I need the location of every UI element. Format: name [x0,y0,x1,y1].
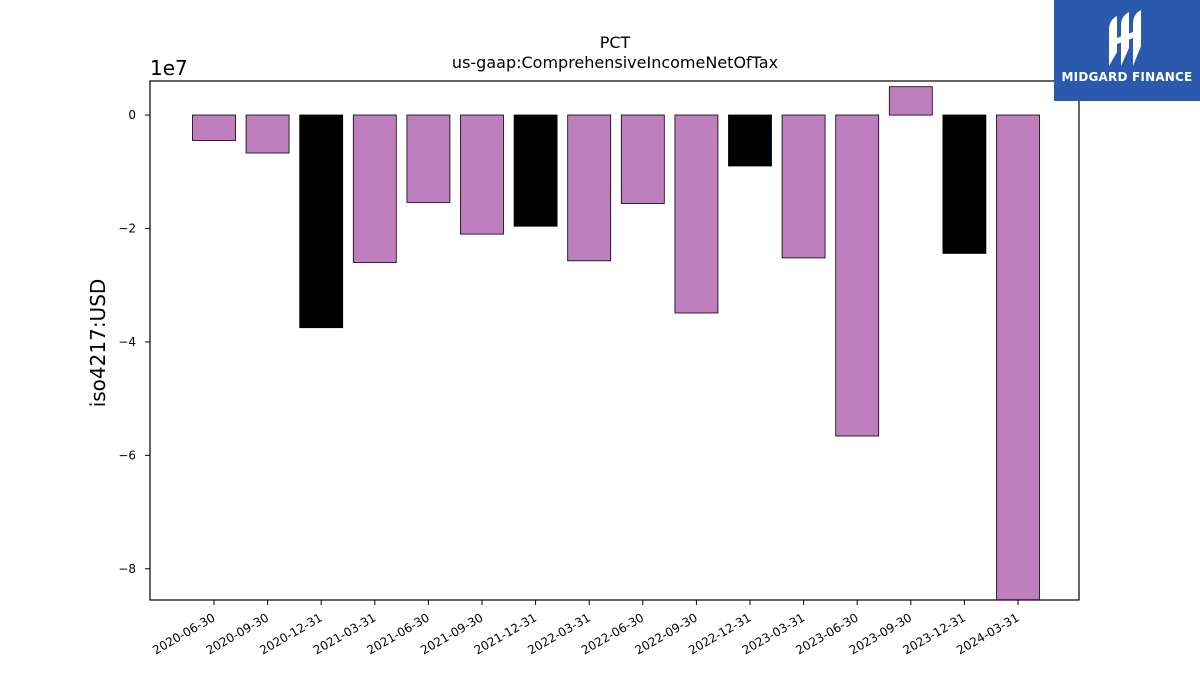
bar-2022-03-31 [567,114,612,262]
y-tick-label: −6 [118,448,136,462]
y-tick-label: −4 [118,335,136,349]
y-tick-label: −8 [118,562,136,576]
brand-logo: MIDGARD FINANCE [1054,0,1200,101]
bar-2021-06-30 [406,114,451,203]
midgard-logo-icon [1109,10,1141,66]
bar-2023-09-30 [888,86,933,116]
y-axis-ticks: 0 −2 −4 −6 −8 [118,108,150,576]
y-axis-label: iso4217:USD [86,279,110,408]
bar-series [192,86,1040,601]
y-tick-label: 0 [128,108,136,122]
chart-subtitle: us-gaap:ComprehensiveIncomeNetOfTax [452,53,778,72]
bar-2022-09-30 [674,114,719,314]
chart-title: PCT [600,33,631,52]
bar-2023-12-31 [942,114,987,254]
bar-2022-06-30 [620,114,665,204]
bar-2021-09-30 [460,114,504,235]
brand-name: MIDGARD FINANCE [1061,70,1193,84]
bar-2020-09-30 [245,114,290,154]
y-tick-label: −2 [118,221,136,235]
bar-2022-12-31 [728,114,772,167]
bar-2023-06-30 [835,114,880,437]
bar-2024-03-31 [996,114,1040,601]
bar-2023-03-31 [781,114,826,259]
plot-frame [149,80,1080,601]
bar-2020-06-30 [192,114,236,141]
bar-2021-12-31 [513,114,558,227]
y-axis-exponent-label: 1e7 [150,56,188,80]
bar-2021-03-31 [352,114,397,263]
bar-2020-12-31 [299,114,344,329]
x-axis-ticks: 2020-06-302020-09-302020-12-312021-03-31… [150,600,1022,657]
